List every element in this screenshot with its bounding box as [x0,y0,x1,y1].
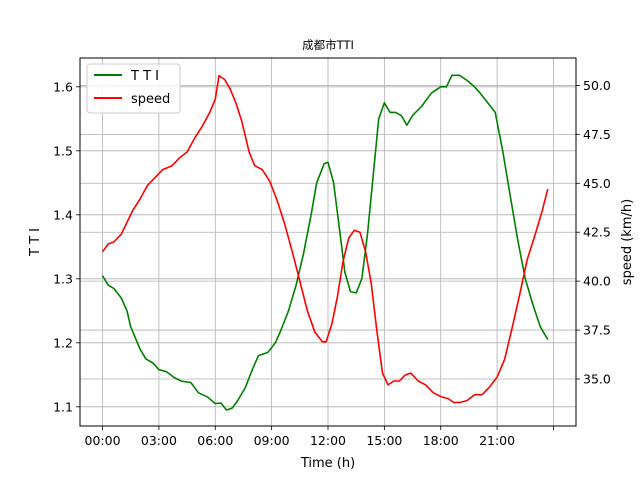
y-tick-label-right: 42.5 [583,225,611,240]
x-tick-label: 18:00 [423,433,459,448]
ticks: 00:00 03:00 06:00 09:00 12:00 15:00 18:00 21:00… [53,78,611,448]
x-tick-label: 06:00 [197,433,233,448]
grid [80,58,576,426]
chart-title: 成都市TTI [302,38,354,52]
y-tick-label-left: 1.6 [53,79,73,94]
y-tick-label-right: 50.0 [583,78,611,93]
x-tick-label: 15:00 [366,433,402,448]
x-tick-label: 00:00 [85,433,121,448]
series-line-speed [101,74,549,404]
y-tick-label-left: 1.4 [53,207,73,222]
x-tick-label: 03:00 [141,433,177,448]
series-layer [101,74,549,411]
y-axis-label-left: T T I [28,228,43,257]
y-tick-label-left: 1.5 [53,143,73,158]
series-line-tti [101,74,549,411]
legend-label-tti: T T I [130,69,159,84]
y-tick-label-right: 37.5 [583,323,611,338]
y-tick-label-left: 1.3 [53,271,73,286]
y-tick-label-left: 1.1 [53,399,73,414]
legend: T T I speed [86,63,181,114]
y-tick-label-right: 40.0 [583,274,611,289]
x-tick-label: 21:00 [479,433,515,448]
x-tick-label: 09:00 [254,433,290,448]
x-tick-label: 12:00 [310,433,346,448]
y-tick-label-right: 47.5 [583,127,611,142]
y-axis-label-right: speed (km/h) [620,199,635,285]
legend-box [86,63,181,114]
legend-label-speed: speed [131,92,170,107]
y-tick-label-right: 35.0 [583,372,611,387]
y-tick-label-left: 1.2 [53,335,73,350]
x-axis-label: Time (h) [300,456,355,471]
y-tick-label-right: 45.0 [583,176,611,191]
